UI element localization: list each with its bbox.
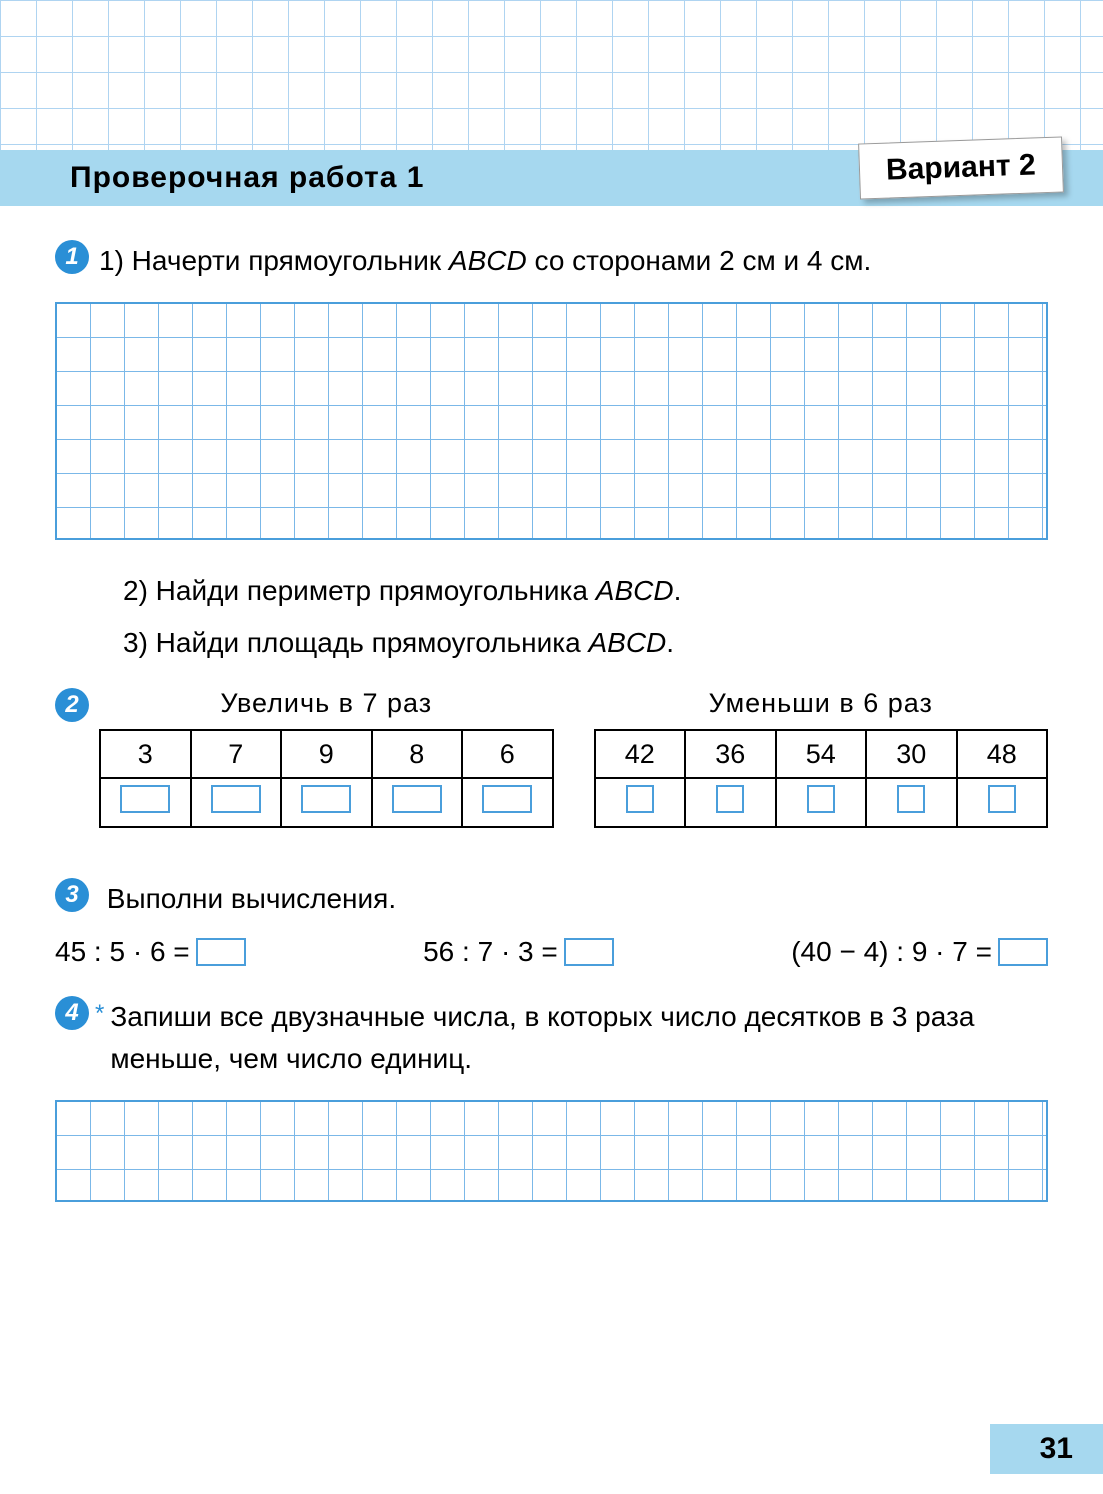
variant-label: Вариант 2 (858, 136, 1063, 199)
task3-eq2: 56 : 7 · 3 = (423, 936, 614, 968)
answer-cell[interactable] (100, 778, 191, 827)
eq-text: (40 − 4) : 9 · 7 = (791, 936, 992, 968)
task2-table-a: Увеличь в 7 раз 3 7 9 8 6 (99, 688, 554, 828)
task-3-badge: 3 (55, 878, 89, 912)
answer-cell[interactable] (685, 778, 776, 827)
task1-p1-suffix: со сторонами 2 см и 4 см. (527, 245, 872, 276)
table-cell: 30 (866, 730, 957, 778)
task-2-badge: 2 (55, 688, 89, 722)
task3-eq3: (40 − 4) : 9 · 7 = (791, 936, 1048, 968)
task-1: 1 1) Начерти прямоугольник ABCD со сторо… (55, 240, 1048, 282)
top-graph-background (0, 0, 1103, 150)
task3-equations: 45 : 5 · 6 = 56 : 7 · 3 = (40 − 4) : 9 ·… (55, 936, 1048, 968)
task1-p3-italic: ABCD (588, 627, 666, 658)
answer-box[interactable] (998, 938, 1048, 966)
task1-p2-prefix: 2) Найди периметр прямоугольника (123, 575, 596, 606)
task4-answer-grid[interactable] (55, 1100, 1048, 1202)
table-row (100, 778, 553, 827)
task2-table-a-caption: Увеличь в 7 раз (99, 688, 554, 719)
content-area: 1 1) Начерти прямоугольник ABCD со сторо… (55, 240, 1048, 1232)
star-icon: * (95, 996, 104, 1032)
table-row: 42 36 54 30 48 (595, 730, 1048, 778)
task2-table-b: Уменьши в 6 раз 42 36 54 30 48 (594, 688, 1049, 828)
task1-p1-italic: ABCD (449, 245, 527, 276)
answer-cell[interactable] (191, 778, 282, 827)
task-2: 2 Увеличь в 7 раз 3 7 9 8 6 (55, 688, 1048, 858)
page-number: 31 (990, 1424, 1103, 1474)
table-cell: 8 (372, 730, 463, 778)
answer-box[interactable] (196, 938, 246, 966)
answer-cell[interactable] (462, 778, 553, 827)
table-cell: 3 (100, 730, 191, 778)
table-cell: 7 (191, 730, 282, 778)
worksheet-page: Проверочная работа 1 Вариант 2 1 1) Наче… (0, 0, 1103, 1494)
task1-p3-prefix: 3) Найди площадь прямоугольника (123, 627, 588, 658)
task1-p3-suffix: . (666, 627, 674, 658)
table-cell: 6 (462, 730, 553, 778)
task2-table-a-grid: 3 7 9 8 6 (99, 729, 554, 828)
task-4-badge: 4 (55, 996, 89, 1030)
task-1-part3: 3) Найди площадь прямоугольника ABCD. (123, 622, 1048, 664)
table-cell: 36 (685, 730, 776, 778)
task3-eq1: 45 : 5 · 6 = (55, 936, 246, 968)
eq-text: 56 : 7 · 3 = (423, 936, 558, 968)
answer-cell[interactable] (776, 778, 867, 827)
answer-cell[interactable] (957, 778, 1048, 827)
answer-cell[interactable] (595, 778, 686, 827)
task2-table-b-grid: 42 36 54 30 48 (594, 729, 1049, 828)
answer-cell[interactable] (866, 778, 957, 827)
task-1-part1: 1) Начерти прямоугольник ABCD со сторона… (99, 240, 1048, 282)
answer-cell[interactable] (372, 778, 463, 827)
task-1-badge: 1 (55, 240, 89, 274)
answer-box[interactable] (564, 938, 614, 966)
task3-title: Выполни вычисления. (107, 883, 396, 914)
task-4: 4* Запиши все двузначные числа, в которы… (55, 996, 1048, 1080)
task1-drawing-grid[interactable] (55, 302, 1048, 540)
task-1-part2: 2) Найди периметр прямоугольника ABCD. (123, 570, 1048, 612)
task1-p2-suffix: . (674, 575, 682, 606)
task4-text: Запиши все двузначные числа, в которых ч… (110, 996, 1048, 1080)
table-cell: 9 (281, 730, 372, 778)
table-row (595, 778, 1048, 827)
table-cell: 48 (957, 730, 1048, 778)
worksheet-title: Проверочная работа 1 (70, 161, 424, 195)
table-cell: 42 (595, 730, 686, 778)
task-3: 3 Выполни вычисления. (55, 878, 1048, 920)
task1-p2-italic: ABCD (596, 575, 674, 606)
eq-text: 45 : 5 · 6 = (55, 936, 190, 968)
task1-p1-prefix: 1) Начерти прямоугольник (99, 245, 449, 276)
task2-table-b-caption: Уменьши в 6 раз (594, 688, 1049, 719)
table-row: 3 7 9 8 6 (100, 730, 553, 778)
answer-cell[interactable] (281, 778, 372, 827)
table-cell: 54 (776, 730, 867, 778)
